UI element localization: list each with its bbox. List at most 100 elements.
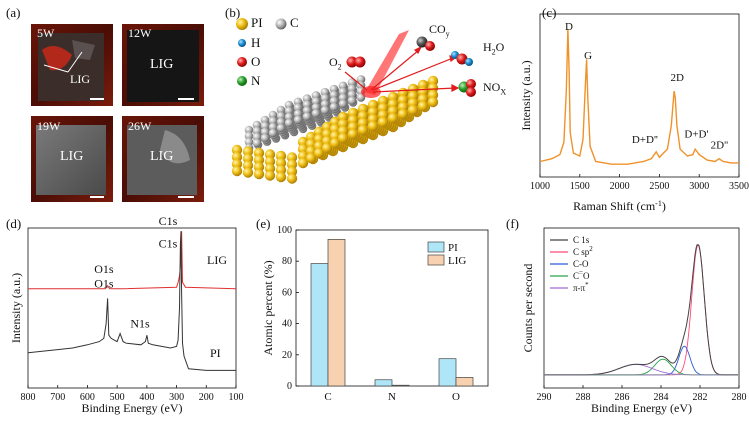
peak-label: C1s [159, 237, 178, 251]
carbon-atom [303, 112, 312, 121]
component-line [544, 346, 738, 375]
panel-label-e: (e) [256, 216, 270, 231]
y-axis-label: Counts per second [521, 264, 535, 353]
x-tick-label: C [324, 391, 331, 403]
x-tick-label: 2000 [610, 181, 630, 192]
legend-label: C 1s [573, 235, 590, 245]
x-tick-label: 282 [693, 392, 708, 403]
legend-label-lig: LIG [448, 255, 466, 267]
pi-atom [408, 105, 418, 115]
legend-pi: PI [251, 15, 263, 31]
legend-label-main: C-O [573, 259, 589, 269]
carbon-atom [269, 129, 278, 138]
legend-label-main: C 1s [573, 235, 590, 245]
pi-atom [378, 117, 388, 127]
lig-label: LIG [150, 149, 173, 165]
carbon-atom [261, 134, 270, 143]
peak-label: 2D'' [711, 140, 728, 152]
photo-power-label: 5W [37, 26, 54, 41]
y-tick-label: 40 [282, 319, 292, 330]
legend-label-main: π-π [573, 283, 586, 293]
carbon-atom [348, 96, 357, 105]
legend-label-sup: * [585, 281, 589, 289]
carbon-atom [277, 124, 286, 133]
legend-label-main: C sp [573, 247, 590, 257]
legend-label: C-O [573, 259, 589, 269]
pi-atom [243, 167, 253, 177]
y-tick-label: 80 [282, 256, 292, 267]
photo-power-label: 12W [128, 26, 151, 41]
x-tick-label: 288 [576, 392, 591, 403]
peak-label: C1s [159, 214, 178, 228]
peak-label: D+D' [684, 129, 708, 141]
nox-text: NO [483, 80, 500, 94]
x-tick-label: 200 [199, 392, 214, 403]
x-tick-label: O [452, 391, 460, 403]
peak-label: N1s [130, 317, 150, 331]
panel-label-f: (f) [506, 216, 519, 231]
bar-pi-c [311, 264, 328, 386]
legend-c: C [290, 15, 299, 31]
series-label-lig: LIG [207, 253, 227, 267]
h2o-text-a: H [483, 40, 492, 54]
carbon-atom [339, 100, 348, 109]
carbon-atom [330, 103, 339, 112]
series-label-pi: PI [210, 346, 221, 360]
legend-label-end: O [583, 271, 590, 281]
carbon-atom [285, 119, 294, 128]
peak-label: 2D [671, 72, 685, 84]
coy-sub: y [446, 29, 450, 38]
x-tick-label: N [388, 391, 396, 403]
panel-a: (a) [0, 0, 215, 210]
legend-swatch-pi [428, 242, 444, 252]
x-tick-label: 100 [229, 392, 244, 403]
y-tick-label: 60 [282, 287, 292, 298]
legend-label-sup: 2 [589, 245, 593, 253]
x-axis-label: Raman Shift (cm-1) [573, 199, 666, 214]
photo-power-label: 26W [128, 119, 151, 134]
peak-label: G [584, 50, 592, 62]
legend-o: O [251, 54, 260, 70]
y-axis-label: Atomic percent (%) [261, 260, 275, 355]
legend-label: C=O [573, 269, 590, 281]
legend-swatch-lig [428, 255, 444, 265]
x-tick-label: 800 [21, 392, 36, 403]
legend-h-icon [238, 39, 246, 47]
photo-power-label: 19W [37, 119, 60, 134]
pi-atom [276, 172, 286, 182]
panel-label-d: (d) [6, 216, 21, 231]
pi-atom [338, 133, 348, 143]
x-tick-label: 700 [50, 392, 65, 403]
o2-sub: 2 [338, 62, 342, 71]
x-axis-label-main: Raman Shift (cm [573, 199, 656, 213]
o2-molecule [347, 57, 366, 68]
bar-lig-c [328, 239, 345, 386]
o2-text: O [329, 55, 338, 69]
x-axis-label-sup: -1 [655, 199, 662, 208]
peak-label: O1s [94, 277, 114, 291]
x-axis-label: Binding Energy (eV) [81, 401, 182, 415]
laser-schematic [215, 0, 515, 210]
legend-label: C sp2 [573, 245, 593, 257]
bar-pi-o [439, 359, 456, 386]
plot-frame [28, 228, 236, 388]
x-tick-label: 1500 [570, 181, 590, 192]
lig-label: LIG [60, 149, 83, 165]
x-axis-label: Binding Energy (eV) [591, 401, 692, 415]
pi-atom [398, 109, 408, 119]
y-tick-label: 20 [282, 350, 292, 361]
pi-atom [348, 129, 358, 139]
pi-atom [254, 169, 264, 179]
photos-grid [0, 0, 215, 210]
peak-label: O1s [94, 262, 114, 276]
series-lig-line [28, 231, 236, 289]
pi-atom [265, 170, 275, 180]
peak-label: D [565, 21, 573, 33]
o2-label: O2 [329, 55, 342, 71]
x-tick-label: 3500 [729, 181, 749, 192]
bar-lig-o [456, 377, 473, 386]
